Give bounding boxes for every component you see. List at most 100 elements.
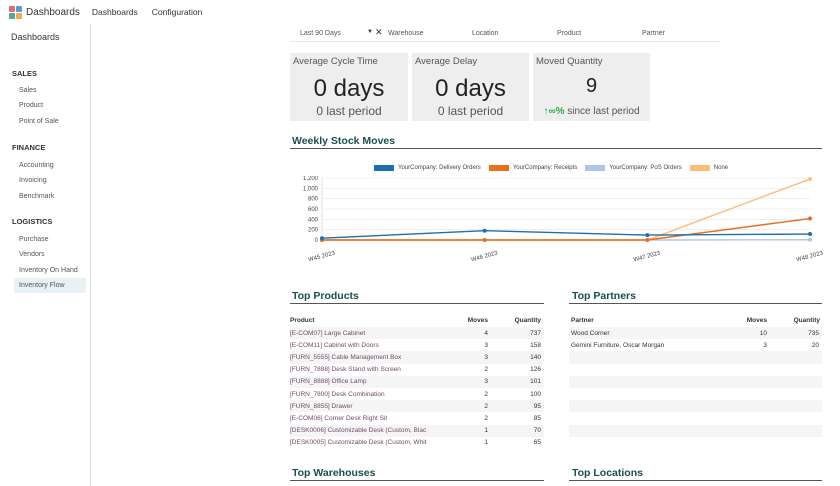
table-cell-quantity [767,388,822,400]
legend-swatch[interactable] [689,165,710,171]
weekly-stock-moves-chart: 0 200 400 600 800 1,000 1,200 W45 2023 W46 2023 W… [303,176,825,263]
kpi-title: Average Delay [415,56,478,67]
legend-swatch[interactable] [374,165,394,171]
table-cell-quantity: 735 [767,327,822,340]
partner-filter[interactable]: Partner [642,30,665,37]
product-filter[interactable]: Product [557,30,582,37]
menu-dashboards[interactable]: Dashboards [91,7,138,17]
data-point [808,216,812,221]
table-cell-moves [719,412,767,424]
sidebar-item-purchase[interactable]: Purchase [19,236,49,243]
table-cell-name[interactable]: [E-COM07] Large Cabinet [290,327,450,340]
table-row[interactable]: [E-COM07] Large Cabinet 4 737 [290,327,544,340]
table-cell-name[interactable]: [FURN_7800] Desk Combination [290,390,385,398]
table-cell-quantity [767,437,822,449]
table-row[interactable]: [FURN_8888] Office Lamp 3 101 [290,375,544,388]
sidebar-item-sales[interactable]: Sales [19,87,37,94]
sidebar-item-invoicing[interactable]: Invoicing [19,177,47,184]
table-cell-name[interactable]: [FURN_7888] Desk Stand with Screen [290,366,401,374]
sidebar: Dashboards SALES Sales Product Point of … [0,24,91,486]
y-tick-label: 800 [308,197,319,203]
period-dropdown-icon[interactable]: ▼ [367,29,373,35]
column-header-moves[interactable]: Moves [467,317,488,324]
table-row [569,364,822,376]
sidebar-item-vendors[interactable]: Vendors [19,251,45,258]
table-cell-moves: 2 [484,414,488,422]
top-partners-title: Top Partners [572,290,636,302]
top-locations-title: Top Locations [572,467,643,479]
weekly-stock-moves-title: Weekly Stock Moves [292,135,396,147]
legend-label[interactable]: None [713,165,729,171]
legend-label[interactable]: YourCompany: Delivery Orders [398,165,481,171]
table-cell-name[interactable]: Gemini Furniture, Oscar Morgan [571,341,665,349]
chart-legend: YourCompany: Delivery Orders YourCompany… [374,165,728,171]
menu-configuration[interactable]: Configuration [151,7,203,17]
table-row[interactable]: [E-COM11] Cabinet with Doors 3 158 [290,339,544,351]
table-cell-name[interactable]: [DESK0005] Customizable Desk (Custom, Wh… [290,439,427,447]
table-cell-quantity: 85 [533,414,541,422]
table-cell-name[interactable]: [E-COM11] Cabinet with Doors [290,341,379,349]
sidebar-item-inventory-on-hand[interactable]: Inventory On Hand [19,267,78,274]
data-point [645,233,650,238]
clear-period-icon[interactable]: ✕ [375,27,383,37]
table-row [569,388,822,400]
table-cell-name [569,375,719,388]
table-row[interactable]: [FURN_8855] Drawer 2 95 [290,400,544,413]
period-filter[interactable]: Last 90 Days [300,30,341,37]
table-row [569,412,822,424]
series-line [322,217,811,241]
sidebar-item-product[interactable]: Product [19,102,44,109]
kpi-comparison: 0 last period [316,104,382,118]
table-row [569,400,822,413]
table-cell-moves: 1 [450,424,488,437]
table-row[interactable]: [FURN_5555] Cable Management Box 3 140 [290,351,544,364]
table-row[interactable]: [DESK0005] Customizable Desk (Custom, Wh… [290,437,544,449]
x-tick-label: W48 2023 [796,250,825,263]
section-divider [569,303,822,304]
table-row[interactable]: [FURN_7888] Desk Stand with Screen 2 126 [290,364,544,376]
table-cell-name[interactable]: [DESK0006] Customizable Desk (Custom, Bl… [290,424,450,437]
section-divider [290,480,544,481]
top-products-table: Product Moves Quantity [E-COM07] Large C… [290,314,544,449]
table-cell-moves: 4 [450,327,488,340]
table-row[interactable]: [E-COM06] Corner Desk Right Sit 2 85 [290,412,544,424]
column-header-moves[interactable]: Moves [746,317,767,324]
dashboards-app-icon[interactable] [9,6,22,19]
table-cell-name[interactable]: [FURN_5555] Cable Management Box [290,351,450,364]
sidebar-item-point-of-sale[interactable]: Point of Sale [19,118,59,125]
table-row [569,375,822,388]
data-point [808,177,812,182]
table-cell-quantity [767,364,822,376]
table-cell-name[interactable]: [FURN_8855] Drawer [290,400,450,413]
legend-swatch[interactable] [488,165,509,171]
table-cell-moves [719,351,767,364]
kpi-trend: ∞% [548,106,565,117]
kpi-comparison-text: since last period [567,106,640,117]
legend-label[interactable]: YourCompany: Receipts [512,165,578,171]
column-header-partner[interactable]: Partner [571,317,594,324]
kpi-average-cycle-time[interactable]: Average Cycle Time 0 days 0 last period [290,53,408,121]
data-point [808,237,812,242]
kpi-average-delay[interactable]: Average Delay 0 days 0 last period [412,53,529,121]
sidebar-item-inventory-flow[interactable]: Inventory Flow [14,278,86,293]
table-row[interactable]: [FURN_7800] Desk Combination 2 100 [290,388,544,400]
location-filter[interactable]: Location [472,30,499,37]
table-cell-name[interactable]: Wood Corner [569,327,719,340]
sidebar-item-accounting[interactable]: Accounting [19,162,54,169]
table-cell-name [569,437,719,449]
sidebar-item-benchmark[interactable]: Benchmark [19,193,55,200]
table-cell-name[interactable]: [FURN_8888] Office Lamp [290,375,450,388]
column-header-quantity[interactable]: Quantity [514,317,541,324]
table-cell-name[interactable]: [E-COM06] Corner Desk Right Sit [290,414,388,422]
table-row[interactable]: Wood Corner 10 735 [569,327,822,340]
table-row[interactable]: [DESK0006] Customizable Desk (Custom, Bl… [290,424,544,437]
table-row[interactable]: Gemini Furniture, Oscar Morgan 3 20 [569,339,822,351]
table-cell-moves: 2 [484,366,488,374]
legend-label[interactable]: YourCompany: PoS Orders [609,165,682,171]
kpi-moved-quantity[interactable]: Moved Quantity 9 ↑∞% since last period [533,53,650,121]
column-header-quantity[interactable]: Quantity [793,317,820,324]
app-title[interactable]: Dashboards [26,6,80,18]
column-header-product[interactable]: Product [290,317,315,324]
warehouse-filter[interactable]: Warehouse [388,30,424,37]
legend-swatch[interactable] [585,165,606,171]
